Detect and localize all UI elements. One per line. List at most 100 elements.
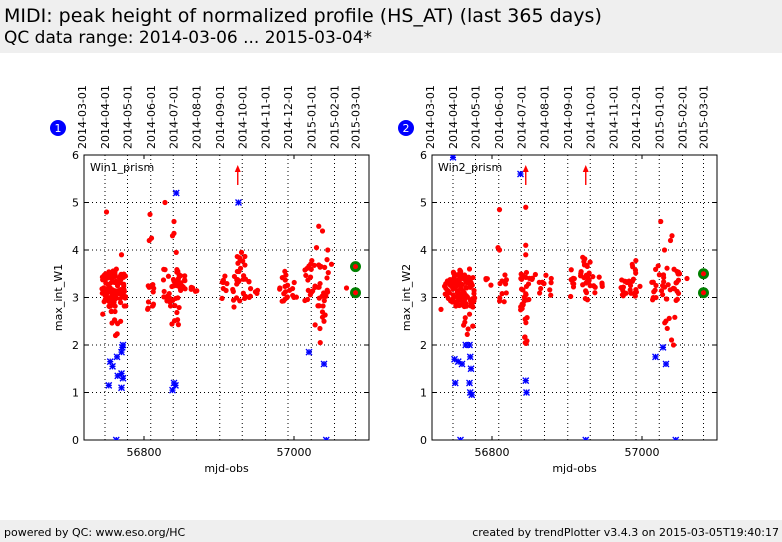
data-point xyxy=(284,282,291,288)
footer-powered-by: powered by QC: www.eso.org/HC xyxy=(4,526,186,539)
data-point xyxy=(121,283,127,289)
data-point xyxy=(284,294,290,300)
data-point xyxy=(587,259,593,265)
data-point xyxy=(174,309,180,316)
data-point xyxy=(525,281,532,287)
data-point xyxy=(674,279,680,285)
data-point xyxy=(586,270,592,276)
data-point xyxy=(246,279,252,285)
data-point xyxy=(650,295,656,301)
data-point xyxy=(313,245,320,251)
data-point xyxy=(280,298,287,304)
data-point xyxy=(247,286,254,292)
data-point xyxy=(100,311,106,317)
data-point xyxy=(499,278,505,284)
data-point xyxy=(652,353,659,361)
data-point xyxy=(176,271,182,278)
data-point xyxy=(235,260,241,266)
data-point xyxy=(472,295,478,301)
data-point xyxy=(496,207,503,213)
data-point xyxy=(148,235,155,241)
footer: powered by QC: www.eso.org/HC created by… xyxy=(0,520,782,542)
data-point xyxy=(353,290,358,296)
y-axis-label: max_int_W2 xyxy=(400,264,413,331)
data-point xyxy=(659,292,666,298)
data-point xyxy=(591,283,597,289)
data-point xyxy=(305,287,311,294)
data-point xyxy=(571,281,577,287)
data-point xyxy=(582,295,588,302)
data-point xyxy=(659,283,666,289)
data-point xyxy=(237,265,244,272)
data-points xyxy=(99,189,361,440)
data-point xyxy=(114,372,122,380)
data-point xyxy=(107,294,114,301)
data-point xyxy=(662,360,670,368)
data-point xyxy=(676,271,683,277)
data-point xyxy=(548,280,554,286)
top-date-tick-label: 2014-09-01 xyxy=(562,85,575,149)
data-point xyxy=(146,284,152,290)
data-point xyxy=(308,261,314,267)
data-point xyxy=(458,360,466,368)
data-point xyxy=(443,281,449,287)
data-point xyxy=(668,337,675,343)
data-point xyxy=(242,253,248,260)
data-point xyxy=(675,290,682,297)
top-date-tick-label: 2015-03-01 xyxy=(698,85,711,149)
data-point xyxy=(519,276,525,282)
data-point xyxy=(488,282,494,288)
data-point xyxy=(468,391,476,399)
data-point xyxy=(583,290,590,296)
data-point xyxy=(457,436,464,440)
data-point xyxy=(101,272,107,278)
data-point xyxy=(166,290,172,297)
chart-panel-1: 2014-03-01 2014-04-01 2014-05-01 2014-06-01… xyxy=(50,85,370,475)
data-point xyxy=(173,249,179,255)
data-point xyxy=(580,254,586,260)
data-point xyxy=(450,292,456,298)
data-point xyxy=(119,374,127,382)
data-point xyxy=(324,275,330,281)
data-point xyxy=(523,389,530,396)
x-tick-label: 56800 xyxy=(475,446,510,459)
data-point xyxy=(503,290,509,296)
y-tick-label: 2 xyxy=(72,339,79,352)
data-point xyxy=(117,299,124,306)
data-point xyxy=(106,303,112,310)
data-point xyxy=(240,273,247,279)
data-point xyxy=(532,271,538,278)
data-point xyxy=(353,264,358,270)
data-point xyxy=(590,274,596,280)
top-date-tick-label: 2014-09-01 xyxy=(214,85,227,149)
data-point xyxy=(632,293,638,299)
data-point xyxy=(150,302,156,308)
data-point xyxy=(523,252,529,258)
x-tick-label: 56800 xyxy=(127,446,162,459)
data-point xyxy=(316,223,322,229)
data-point xyxy=(283,272,289,278)
data-point xyxy=(446,289,452,295)
y-tick-label: 3 xyxy=(72,292,79,305)
data-point xyxy=(672,314,678,320)
data-point xyxy=(658,218,664,225)
data-point xyxy=(319,314,326,320)
data-point xyxy=(438,306,444,312)
data-point xyxy=(466,311,473,317)
data-point xyxy=(701,271,706,277)
data-point xyxy=(230,288,236,295)
data-point xyxy=(291,279,297,286)
top-date-tick-label: 2014-07-01 xyxy=(167,85,180,149)
top-date-tick-label: 2014-06-01 xyxy=(493,85,506,149)
data-point xyxy=(619,277,625,283)
data-point xyxy=(623,290,629,296)
data-point xyxy=(548,292,554,298)
data-point xyxy=(452,278,458,284)
data-point xyxy=(174,267,180,273)
data-point xyxy=(628,290,634,296)
data-point xyxy=(661,247,668,253)
data-point xyxy=(325,247,331,253)
data-point xyxy=(670,342,677,348)
data-point xyxy=(502,281,509,287)
data-point xyxy=(118,343,126,351)
